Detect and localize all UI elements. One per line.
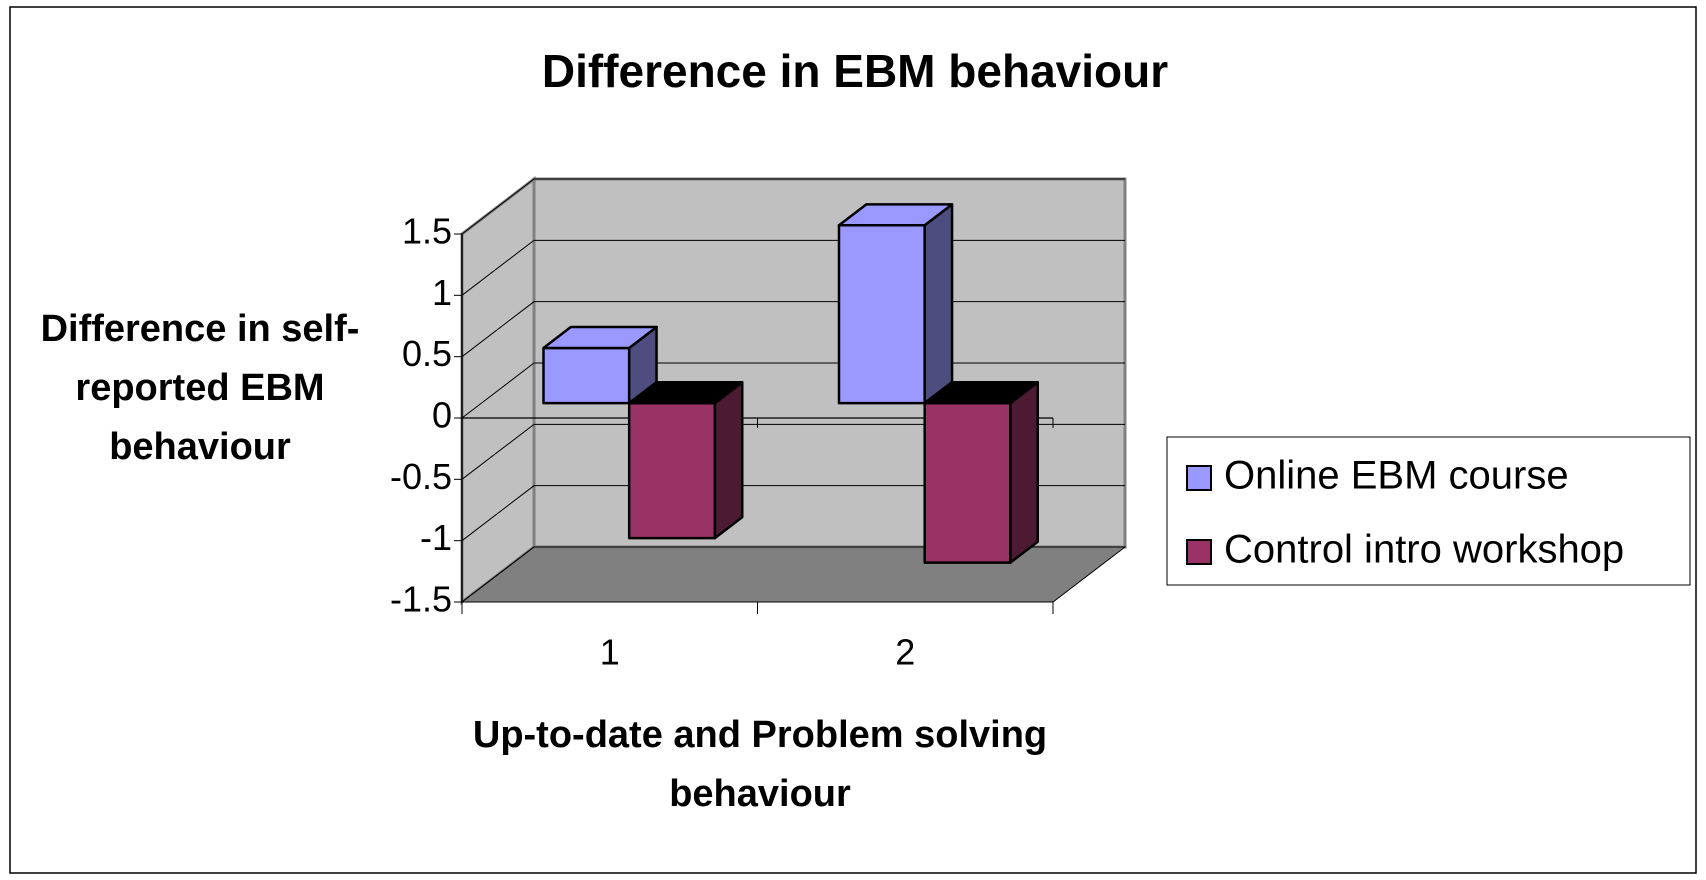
bar (542, 325, 658, 405)
y-tick-label: -1.5 (390, 579, 452, 620)
floor (460, 546, 1127, 603)
legend-swatch (1186, 539, 1212, 565)
y-tick-label: -1 (420, 517, 452, 558)
x-axis-label: Up-to-date and Problem solving behaviour (472, 714, 1048, 815)
chart-title: Difference in EBM behaviour (542, 45, 1168, 97)
y-tick-label: 0 (432, 395, 452, 436)
bar-top (923, 381, 1039, 405)
bar-side (713, 381, 744, 540)
bar-front (542, 346, 631, 405)
legend-label: Control intro workshop (1224, 528, 1624, 572)
y-tick-label: 1.5 (402, 211, 452, 252)
y-tick-label: 1 (432, 272, 452, 313)
legend-label: Online EBM course (1224, 454, 1569, 498)
y-tick-label: -0.5 (390, 456, 452, 497)
bar-front (923, 401, 1012, 564)
bar (923, 381, 1039, 564)
bar-top (627, 381, 744, 405)
legend-swatch (1186, 465, 1212, 491)
bar-top (542, 325, 658, 350)
bar (627, 381, 744, 540)
bar-side (1009, 381, 1039, 564)
bar-top (837, 203, 954, 227)
legend-box (1166, 436, 1691, 586)
bar-front (837, 224, 926, 405)
grid-line (461, 178, 1125, 235)
bar-front (627, 401, 717, 540)
y-tick-label: 0.5 (402, 333, 452, 374)
bar-side (923, 203, 954, 405)
bar (837, 203, 954, 405)
y-axis-label: Difference in self-reported EBM behaviou… (40, 308, 360, 468)
x-tick-label: 2 (895, 632, 915, 673)
x-tick-label: 1 (600, 632, 620, 673)
